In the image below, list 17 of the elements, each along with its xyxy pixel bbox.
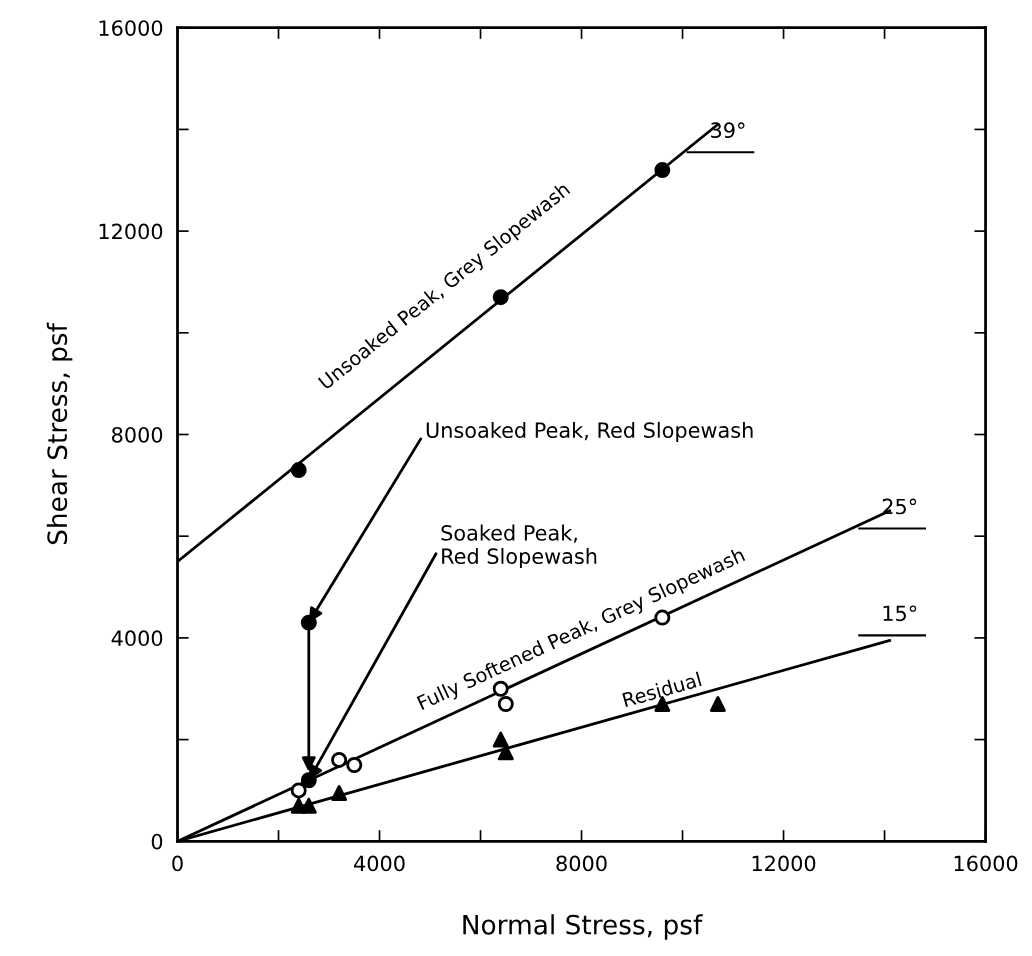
annotation: 39° xyxy=(711,122,745,139)
y-tick-label: 0 xyxy=(151,833,163,850)
x-axis-title: Normal Stress, psf xyxy=(463,914,703,940)
annotation: 15° xyxy=(883,605,917,622)
y-tick-label: 4000 xyxy=(111,630,163,647)
annotation: 25° xyxy=(882,498,917,515)
x-tick-label: 16000 xyxy=(954,855,1018,872)
y-tick-label: 16000 xyxy=(99,20,163,36)
y-tick-label: 8000 xyxy=(112,426,163,443)
y-tick-label: 12000 xyxy=(99,223,163,240)
y-axis-title: Shear Stress, psf xyxy=(46,322,73,545)
x-tick-label: 8000 xyxy=(556,855,607,872)
x-tick-label: 12000 xyxy=(752,855,816,872)
annotation: Unsoaked Peak, Red Slopewash xyxy=(426,421,753,443)
x-tick-label: 4000 xyxy=(354,855,405,872)
annotation: Soaked Peak, Red Slopewash xyxy=(441,524,597,569)
x-tick-label: 0 xyxy=(172,855,183,872)
